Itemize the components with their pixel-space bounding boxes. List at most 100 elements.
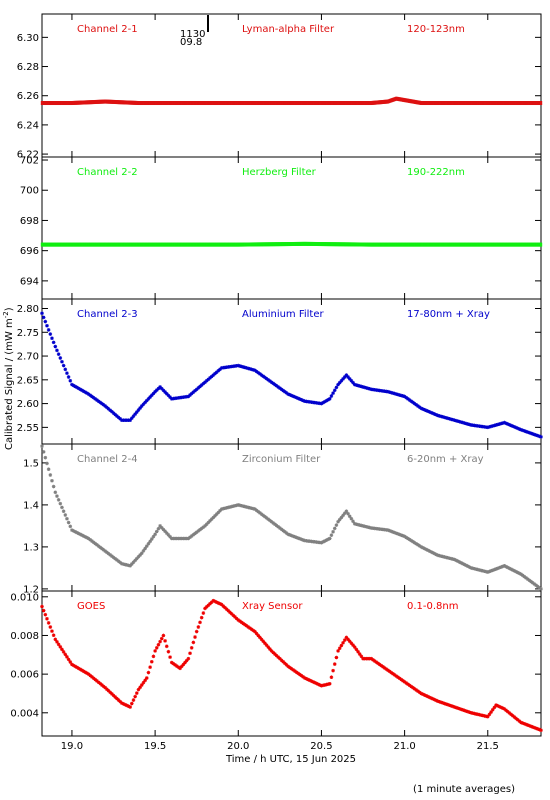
data-point [184, 658, 189, 663]
data-point [168, 534, 172, 539]
data-point [522, 574, 527, 579]
data-point [397, 532, 402, 537]
data-point [209, 600, 214, 605]
data-point [73, 529, 78, 534]
data-point [442, 415, 447, 420]
data-point [426, 409, 430, 413]
data-point [357, 652, 362, 656]
data-point [525, 577, 530, 581]
panel-frame [41, 443, 542, 592]
data-point [407, 683, 412, 688]
data-point [196, 625, 201, 629]
data-point [296, 396, 300, 401]
data-point [106, 551, 111, 556]
data-point [91, 676, 96, 680]
data-point [100, 401, 104, 406]
data-point [246, 366, 251, 371]
data-point [379, 663, 384, 668]
data-point [81, 389, 86, 394]
data-point [293, 669, 297, 673]
data-point [301, 675, 305, 679]
data-point [41, 450, 46, 454]
data-point [337, 380, 342, 385]
data-point [344, 373, 349, 377]
data-point [149, 393, 154, 398]
data-point [201, 381, 206, 386]
series-points [40, 311, 543, 439]
data-point [146, 541, 151, 546]
data-point [133, 412, 137, 416]
data-point [164, 531, 169, 535]
data-point [76, 666, 81, 671]
data-point [527, 578, 532, 583]
data-point [537, 585, 542, 590]
data-point [372, 659, 377, 663]
data-point [404, 395, 409, 400]
data-point [456, 419, 460, 423]
data-point [231, 613, 236, 618]
data-point [241, 621, 246, 626]
data-point [499, 421, 503, 426]
data-point [239, 364, 244, 369]
data-point [236, 618, 241, 622]
data-point [406, 397, 410, 401]
data-point [525, 430, 530, 434]
data-point [158, 524, 162, 528]
data-point [163, 529, 167, 534]
data-point [291, 394, 295, 399]
data-point [198, 527, 202, 532]
data-point [457, 560, 462, 564]
series-points [40, 598, 543, 732]
data-point [273, 522, 277, 527]
data-point [203, 606, 207, 611]
data-point [467, 710, 472, 715]
data-point [278, 656, 282, 661]
data-point [334, 385, 339, 390]
data-point [535, 433, 540, 438]
y-axis-label-sup: -2 [2, 311, 10, 318]
data-point [151, 391, 156, 396]
data-point [284, 663, 289, 667]
data-point [507, 711, 512, 715]
data-point [444, 416, 448, 420]
data-point [56, 352, 61, 356]
data-point [467, 565, 472, 569]
data-point [289, 393, 294, 398]
data-point [90, 539, 94, 543]
data-point [161, 633, 166, 638]
data-point [382, 666, 387, 670]
data-point [218, 601, 222, 606]
data-point [105, 550, 109, 555]
data-point [507, 566, 512, 571]
x-tick-label: 20.5 [310, 741, 332, 752]
series-name: Channel 2-4 [77, 454, 138, 465]
data-point [43, 455, 48, 460]
data-point [499, 565, 503, 569]
data-point [156, 386, 161, 391]
data-point [361, 385, 365, 389]
data-point [399, 677, 404, 682]
data-point [164, 644, 169, 649]
data-point [344, 635, 349, 640]
data-point [517, 571, 522, 576]
data-point [510, 713, 515, 718]
footnote: (1 minute averages) [413, 784, 515, 795]
data-point [164, 391, 169, 396]
data-point [91, 540, 96, 545]
data-point [366, 386, 370, 391]
data-point [303, 676, 307, 680]
data-point [258, 372, 262, 376]
data-point [41, 608, 46, 613]
data-point [194, 530, 199, 534]
data-point [510, 568, 515, 572]
data-point [452, 557, 457, 562]
data-point [71, 663, 76, 668]
data-point [489, 710, 493, 714]
data-point [494, 423, 498, 427]
data-point [223, 605, 227, 610]
data-point [98, 545, 103, 550]
data-point [268, 379, 272, 383]
data-point [144, 544, 149, 548]
data-point [65, 516, 69, 521]
data-point [193, 388, 197, 393]
